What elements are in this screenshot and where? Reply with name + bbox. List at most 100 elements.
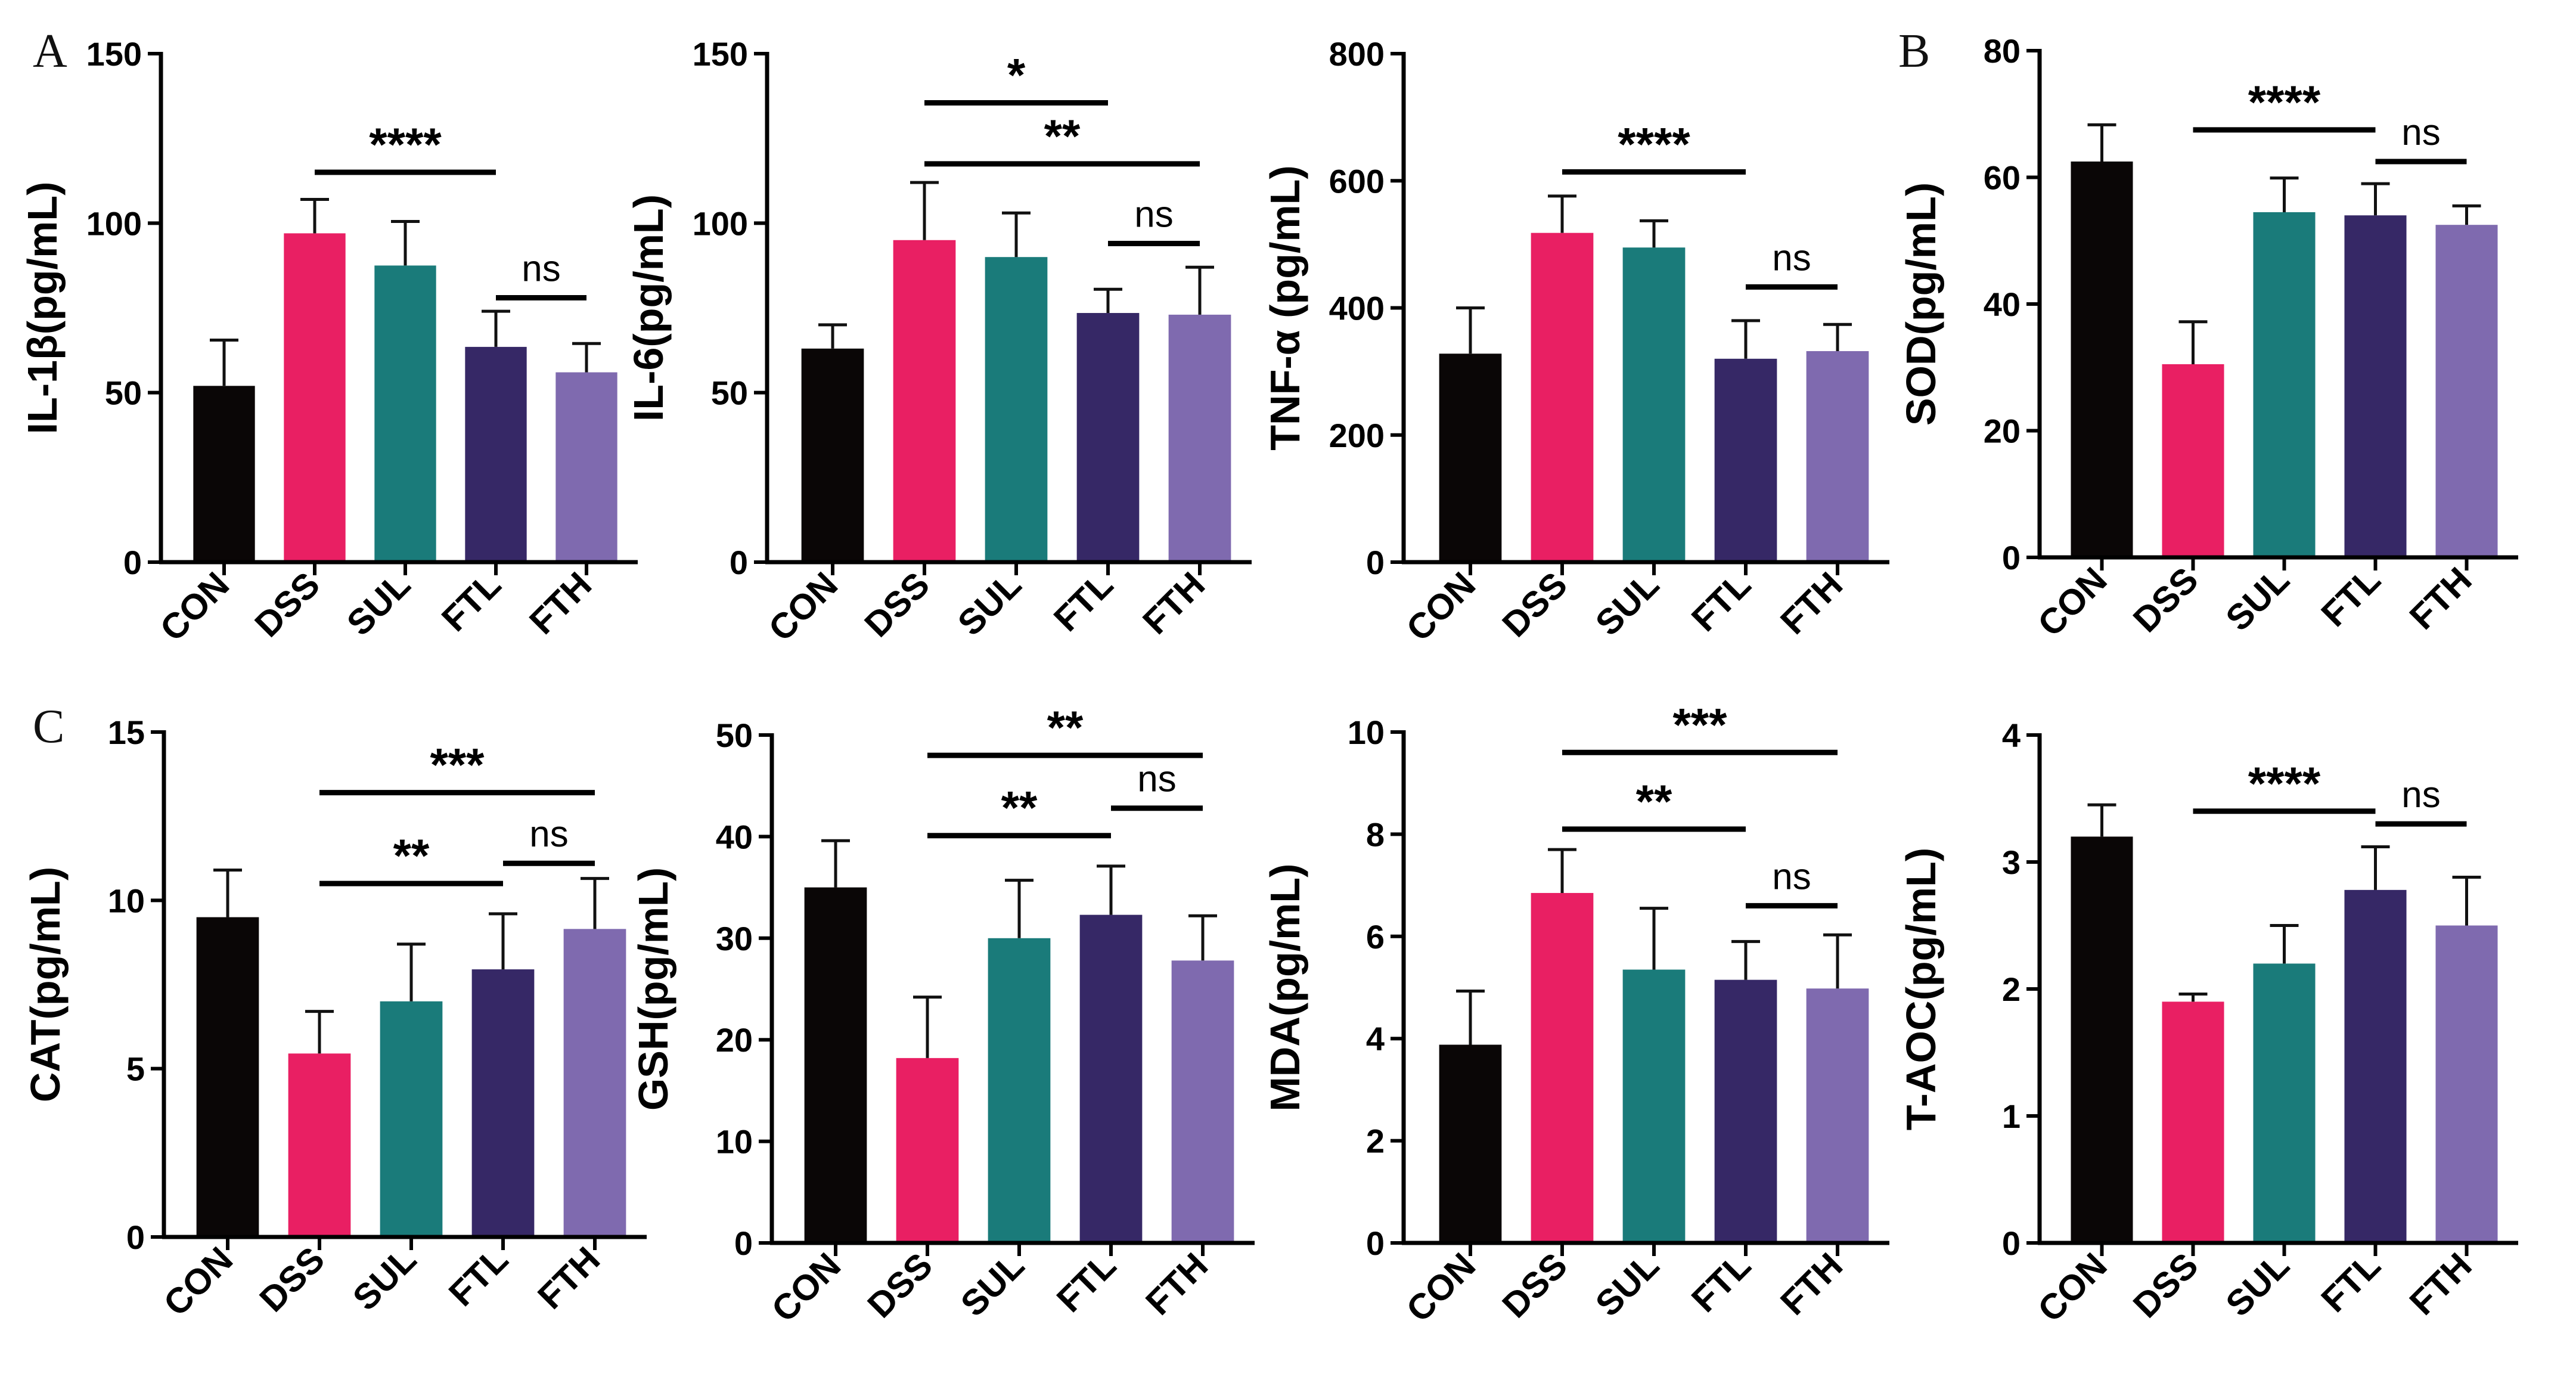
y-tick-label: 0 — [734, 1224, 753, 1262]
significance-label: ** — [1047, 701, 1084, 754]
y-tick-label: 800 — [1329, 35, 1385, 73]
x-category-label: FTL — [1049, 1245, 1123, 1320]
y-tick-label: 15 — [108, 714, 145, 751]
significance-label: ** — [393, 829, 430, 882]
significance-label: ** — [1001, 782, 1038, 834]
bar-dss — [288, 1053, 351, 1237]
bar-con — [804, 887, 867, 1243]
significance-label: ns — [522, 248, 560, 289]
y-tick-label: 400 — [1329, 290, 1385, 327]
bar-con — [1439, 1044, 1502, 1243]
x-category-label: FTH — [2402, 1245, 2479, 1323]
y-tick-label: 600 — [1329, 162, 1385, 200]
x-category-label: DSS — [1495, 565, 1575, 645]
bar-fth — [1171, 960, 1234, 1243]
y-tick-label: 4 — [2002, 717, 2021, 754]
y-tick-label: 10 — [716, 1123, 753, 1161]
y-tick-label: 4 — [1366, 1020, 1385, 1058]
bar-fth — [555, 372, 617, 562]
bar-con — [801, 348, 864, 562]
x-category-label: FTH — [1773, 565, 1850, 642]
y-tick-label: 200 — [1329, 417, 1385, 454]
bar-dss — [284, 233, 346, 563]
y-axis-title: IL-1β(pg/mL) — [19, 182, 66, 435]
y-tick-label: 80 — [1984, 32, 2021, 70]
x-category-label: SUL — [2218, 560, 2296, 638]
y-tick-label: 10 — [108, 882, 145, 919]
x-category-label: FTH — [1773, 1245, 1850, 1323]
x-category-label: DSS — [2125, 560, 2206, 640]
significance-label: ** — [1636, 775, 1672, 827]
x-category-label: CON — [153, 565, 237, 649]
x-category-label: DSS — [860, 1245, 941, 1326]
x-category-label: DSS — [2125, 1245, 2206, 1326]
significance-label: **** — [369, 118, 442, 170]
bar-dss — [1531, 892, 1594, 1243]
y-tick-label: 0 — [1366, 1224, 1385, 1262]
chart-panel-1: A 0 50 100 150 CON DSS SUL FTL FTH IL-1β(pg/mL) ***… — [19, 25, 638, 649]
y-tick-label: 2 — [1366, 1123, 1385, 1160]
bar-sul — [380, 1001, 443, 1237]
y-tick-label: 0 — [2002, 539, 2021, 576]
y-tick-label: 50 — [711, 374, 748, 412]
y-tick-label: 20 — [716, 1021, 753, 1059]
bar-ftl — [471, 969, 535, 1237]
bar-sul — [374, 265, 436, 562]
bar-sul — [985, 257, 1048, 562]
bar-fth — [1168, 314, 1231, 562]
bar-con — [2071, 161, 2133, 557]
bar-con — [196, 917, 259, 1237]
bar-fth — [563, 929, 626, 1237]
x-category-label: FTL — [2314, 1245, 2388, 1320]
x-category-label: DSS — [252, 1239, 333, 1320]
x-category-label: SUL — [953, 1245, 1032, 1324]
y-tick-label: 100 — [693, 204, 748, 242]
x-category-label: DSS — [857, 565, 938, 645]
x-category-label: FTH — [1135, 565, 1212, 642]
y-tick-label: 0 — [730, 544, 748, 581]
y-tick-label: 1 — [2002, 1097, 2021, 1135]
y-axis-title: TNF-α (pg/mL) — [1262, 165, 1308, 450]
chart-panel-4: B 0 20 40 60 80 CON DSS SUL FTL FTH SOD(pg/mL) **** n… — [1898, 25, 2518, 644]
bar-fth — [2435, 225, 2498, 557]
y-axis-title: GSH(pg/mL) — [630, 867, 676, 1111]
significance-label: **** — [2248, 76, 2321, 128]
bar-fth — [2435, 925, 2498, 1243]
bar-dss — [893, 240, 956, 562]
bar-con — [2071, 836, 2133, 1243]
y-tick-label: 40 — [716, 818, 753, 855]
x-category-label: FTH — [530, 1239, 607, 1317]
bar-sul — [1622, 247, 1686, 562]
y-tick-label: 8 — [1366, 816, 1385, 853]
bar-ftl — [2344, 889, 2407, 1243]
y-axis-title: CAT(pg/mL) — [22, 867, 69, 1102]
y-tick-label: 0 — [126, 1218, 145, 1256]
chart-panel-5: C 0 5 10 15 CON DSS SUL FTL FTH CAT(pg/mL) ***** ns — [22, 700, 647, 1323]
y-tick-label: 3 — [2002, 844, 2021, 881]
bar-dss — [2162, 364, 2224, 557]
y-tick-label: 60 — [1984, 159, 2021, 197]
significance-label: ns — [1137, 759, 1176, 800]
significance-label: ns — [2401, 112, 2440, 153]
bar-dss — [896, 1058, 959, 1243]
x-category-label: FTL — [1046, 565, 1121, 639]
significance-label: ns — [1772, 237, 1811, 278]
bar-fth — [1806, 351, 1869, 562]
x-category-label: SUL — [2218, 1245, 2296, 1324]
significance-label: ns — [529, 814, 568, 855]
bar-sul — [988, 938, 1051, 1243]
bar-dss — [2162, 1001, 2224, 1243]
x-category-label: CON — [156, 1239, 241, 1324]
significance-label: ns — [1772, 856, 1811, 897]
x-category-label: FTL — [1684, 565, 1758, 639]
chart-panel-8: 0 1 2 3 4 CON DSS SUL FTL FTH T-AOC(pg/mL) **** ns — [1898, 717, 2518, 1329]
x-category-label: FTH — [522, 565, 599, 642]
x-category-label: FTL — [434, 565, 508, 639]
x-category-label: FTL — [2314, 560, 2388, 634]
x-category-label: CON — [761, 565, 846, 649]
bar-con — [1439, 354, 1502, 562]
bar-sul — [2253, 212, 2316, 557]
panel-letter: B — [1898, 25, 1930, 77]
